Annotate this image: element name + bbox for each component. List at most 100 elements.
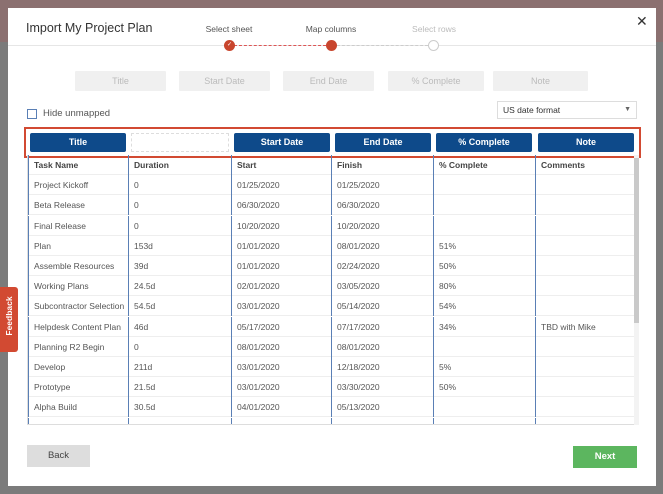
table-cell: 10/20/2020 bbox=[231, 215, 331, 236]
column-header: % Complete bbox=[433, 155, 535, 175]
date-format-value: US date format bbox=[503, 105, 561, 115]
table-cell: 80% bbox=[433, 276, 535, 297]
table-cell: 03/01/2020 bbox=[231, 357, 331, 377]
table-cell bbox=[28, 417, 128, 424]
table-cell bbox=[433, 215, 535, 236]
table-cell: Project Kickoff bbox=[28, 175, 128, 196]
target-field-end-date[interactable]: End Date bbox=[283, 71, 374, 91]
table-header-row: Task Name Duration Start Finish% Complete Co… bbox=[28, 155, 634, 175]
table-row: Alpha Build 30.5d 04/01/2020 05/13/2020 bbox=[28, 397, 634, 418]
caret-down-icon: ▼ bbox=[624, 106, 631, 113]
mapping-empty-slot[interactable] bbox=[131, 133, 229, 152]
table-cell bbox=[535, 377, 634, 398]
table-cell bbox=[535, 235, 634, 256]
table-cell: Develop bbox=[28, 357, 128, 377]
table-cell: 0 bbox=[128, 215, 231, 236]
table-cell: 30.5d bbox=[128, 397, 231, 418]
scrollbar-thumb[interactable] bbox=[634, 158, 639, 323]
column-header: Comments bbox=[535, 155, 634, 175]
table-cell: 08/01/2020 bbox=[331, 336, 433, 357]
table-row: Helpdesk Content Plan 46d 05/17/2020 07/17/… bbox=[28, 316, 634, 337]
table-cell: 5% bbox=[433, 357, 535, 377]
dialog-title: Import My Project Plan bbox=[26, 21, 153, 35]
table-cell: 50% bbox=[433, 256, 535, 276]
step-label-select-sheet: Select sheet bbox=[205, 24, 253, 34]
table-cell: Assemble Resources bbox=[28, 256, 128, 276]
table-cell bbox=[535, 296, 634, 317]
table-cell: Subcontractor Selection bbox=[28, 296, 128, 317]
table-cell: 0 bbox=[128, 195, 231, 216]
table-cell bbox=[535, 256, 634, 276]
table-cell: Beta Release bbox=[28, 195, 128, 216]
table-cell: 39d bbox=[128, 256, 231, 276]
target-field-note[interactable]: Note bbox=[493, 71, 588, 91]
table-cell: 54% bbox=[433, 296, 535, 317]
table-cell: 54.5d bbox=[128, 296, 231, 317]
mapping-highlight bbox=[24, 127, 641, 158]
table-cell: Helpdesk Content Plan bbox=[28, 316, 128, 337]
close-icon[interactable]: ✕ bbox=[636, 13, 648, 29]
table-cell bbox=[331, 417, 433, 424]
table-row: Working Plans 24.5d 02/01/2020 03/05/2020 80… bbox=[28, 276, 634, 297]
step-connector bbox=[337, 45, 428, 46]
table-cell: 01/25/2020 bbox=[231, 175, 331, 196]
table-cell: 04/01/2020 bbox=[231, 397, 331, 418]
table-cell: Planning R2 Begin bbox=[28, 336, 128, 357]
table-cell: 06/30/2020 bbox=[331, 195, 433, 216]
table-cell: 0 bbox=[128, 336, 231, 357]
mapping-note[interactable]: Note bbox=[538, 133, 634, 152]
table-cell bbox=[433, 336, 535, 357]
back-button[interactable]: Back bbox=[27, 445, 90, 467]
table-cell: 02/01/2020 bbox=[231, 276, 331, 297]
table-cell: 05/14/2020 bbox=[331, 296, 433, 317]
preview-table: Task Name Duration Start Finish% Complete Co… bbox=[27, 155, 634, 425]
table-cell bbox=[535, 276, 634, 297]
feedback-label: Feedback bbox=[4, 296, 14, 336]
hide-unmapped-label[interactable]: Hide unmapped bbox=[43, 108, 111, 119]
table-cell: 01/25/2020 bbox=[331, 175, 433, 196]
table-cell bbox=[433, 195, 535, 216]
table-cell bbox=[128, 417, 231, 424]
table-cell: 03/01/2020 bbox=[231, 296, 331, 317]
feedback-tab[interactable]: Feedback bbox=[0, 287, 18, 352]
mapping-title[interactable]: Title bbox=[30, 133, 126, 152]
table-cell: 05/17/2020 bbox=[231, 316, 331, 337]
table-cell: 50% bbox=[433, 377, 535, 398]
hide-unmapped-checkbox[interactable] bbox=[27, 109, 37, 119]
table-cell bbox=[433, 397, 535, 418]
table-cell: 12/18/2020 bbox=[331, 357, 433, 377]
table-row: Final Release 0 10/20/2020 10/20/2020 bbox=[28, 215, 634, 236]
next-button[interactable]: Next bbox=[573, 446, 637, 468]
table-cell: TBD with Mike bbox=[535, 316, 634, 337]
step-label-map-columns: Map columns bbox=[305, 24, 357, 34]
column-header: Task Name bbox=[28, 155, 128, 175]
table-cell: 03/01/2020 bbox=[231, 377, 331, 398]
table-cell: 211d bbox=[128, 357, 231, 377]
table-cell: 0 bbox=[128, 175, 231, 196]
table-cell: Prototype bbox=[28, 377, 128, 398]
table-row: Beta Release 0 06/30/2020 06/30/2020 bbox=[28, 195, 634, 216]
table-cell bbox=[535, 417, 634, 424]
import-dialog: Import My Project Plan ✕ Select sheet Ma… bbox=[8, 8, 656, 486]
table-cell: 34% bbox=[433, 316, 535, 337]
step-label-select-rows: Select rows bbox=[412, 24, 456, 34]
mapping-end-date[interactable]: End Date bbox=[335, 133, 431, 152]
table-row bbox=[28, 417, 634, 424]
table-cell: 05/13/2020 bbox=[331, 397, 433, 418]
target-field-percent-complete[interactable]: % Complete bbox=[388, 71, 484, 91]
table-cell bbox=[535, 175, 634, 196]
date-format-select[interactable]: US date format ▼ bbox=[497, 101, 637, 119]
table-cell bbox=[535, 195, 634, 216]
table-cell bbox=[433, 417, 535, 424]
table-row: Project Kickoff 0 01/25/2020 01/25/2020 bbox=[28, 175, 634, 196]
table-cell: 51% bbox=[433, 235, 535, 256]
target-field-start-date[interactable]: Start Date bbox=[179, 71, 270, 91]
table-cell: 03/30/2020 bbox=[331, 377, 433, 398]
mapping-percent-complete[interactable]: % Complete bbox=[436, 133, 532, 152]
table-cell: 06/30/2020 bbox=[231, 195, 331, 216]
table-cell bbox=[535, 357, 634, 377]
mapping-start-date[interactable]: Start Date bbox=[234, 133, 330, 152]
column-header: Finish bbox=[331, 155, 433, 175]
target-field-title[interactable]: Title bbox=[75, 71, 166, 91]
table-row: Develop 211d 03/01/2020 12/18/2020 5% bbox=[28, 357, 634, 377]
